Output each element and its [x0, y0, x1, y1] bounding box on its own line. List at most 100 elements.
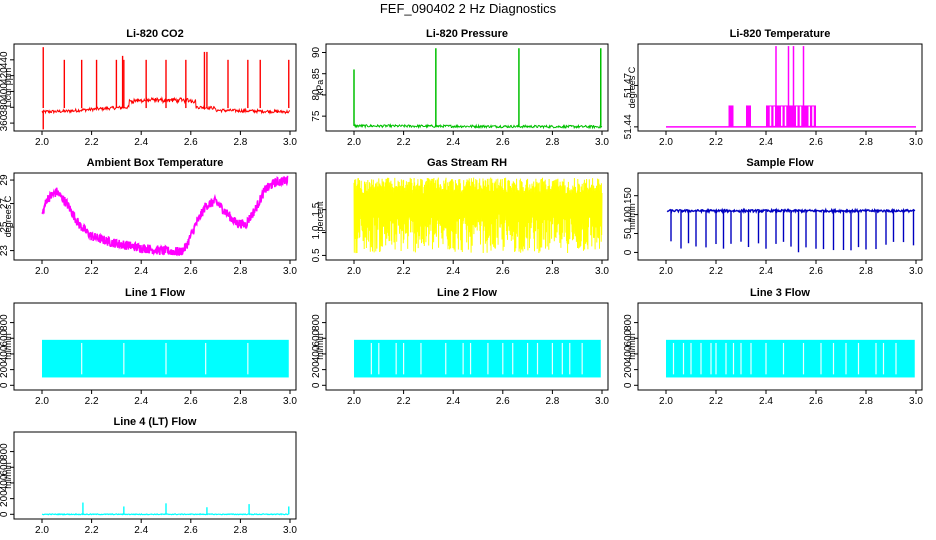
y-tick-label: 80: [311, 89, 322, 101]
x-tick-label: 2.4: [759, 396, 773, 407]
y-tick-label: 0: [623, 249, 634, 255]
x-tick-label: 2.4: [134, 266, 148, 277]
plot-co2: Li-820 CO2 Licor ppm 2.0 2.2 2.4 2.6 2.8 3.0 360…: [0, 28, 297, 148]
plot-frame: [13, 302, 297, 391]
ambient-line: [41, 175, 289, 257]
x-tick-label: 2.4: [134, 396, 148, 407]
x-tick-label: 2.2: [709, 137, 723, 148]
x-tick-label: 2.0: [347, 266, 361, 277]
y-tick-label: 0: [623, 382, 634, 388]
y-tick-label: 400: [311, 345, 322, 362]
y-tick-label: 400: [623, 345, 634, 362]
x-tick-label: 3.0: [283, 266, 297, 277]
y-tick-label: 400: [0, 345, 10, 362]
plot-title: Line 1 Flow: [125, 287, 185, 299]
x-tick-label: 2.4: [446, 266, 460, 277]
y-axis-label: kPa: [315, 80, 325, 96]
y-tick-label: 800: [311, 314, 322, 331]
plot-frame: [637, 172, 923, 261]
temp-gap: [808, 106, 810, 126]
x-tick-label: 2.0: [659, 266, 673, 277]
data-series: [353, 177, 603, 254]
x-tick-label: 3.0: [283, 137, 297, 148]
rh-line: [353, 177, 603, 254]
y-tick-label: 400: [0, 474, 10, 491]
plot-ambient_temp: Ambient Box Temperature degrees C 2.0 2.2 2.…: [0, 157, 297, 277]
y-tick-label: 1.5: [311, 202, 322, 216]
y-tick-label: 23: [0, 245, 10, 257]
temp-gap: [784, 106, 787, 126]
plot-title: Li-820 Temperature: [730, 28, 831, 40]
data-series: [353, 48, 603, 130]
y-axis-label: ml/min: [627, 333, 637, 360]
x-tick-label: 2.8: [859, 266, 873, 277]
y-axis-label: ml/min: [3, 462, 13, 489]
page-title: FEF_090402 2 Hz Diagnostics: [379, 1, 557, 16]
plot-title: Line 2 Flow: [437, 287, 497, 299]
y-tick-label: 0: [0, 382, 10, 388]
plot-line2: Line 2 Flow ml/min 2.0 2.2 2.4 2.6 2.8 3.0 0 2004…: [311, 287, 609, 407]
x-tick-label: 2.4: [446, 396, 460, 407]
plot-line4: Line 4 (LT) Flow ml/min 2.0 2.2 2.4 2.6 2.8 3.0…: [0, 416, 297, 536]
x-tick-label: 2.0: [35, 266, 49, 277]
x-tick-label: 2.8: [545, 266, 559, 277]
x-tick-label: 3.0: [909, 396, 923, 407]
x-tick-label: 3.0: [909, 137, 923, 148]
y-tick-label: 400: [0, 83, 10, 100]
plot-frame: [13, 431, 297, 520]
plot-licor_temp: Li-820 Temperature degrees C 2.0 2.2 2.4 2.6 2…: [623, 28, 923, 148]
plot-pressure: Li-820 Pressure kPa 2.0 2.2 2.4 2.6 2.8 3.0 75 80…: [311, 28, 609, 148]
temp-gap: [799, 106, 802, 126]
x-tick-label: 2.4: [134, 137, 148, 148]
y-axis-label: percent: [315, 201, 325, 232]
y-tick-label: 420: [0, 67, 10, 84]
y-tick-label: 51.44: [623, 114, 634, 139]
y-axis-label: ml/min: [3, 333, 13, 360]
y-tick-label: 200: [0, 490, 10, 507]
plot-frame: [13, 172, 297, 261]
temp-gap: [769, 106, 772, 126]
y-tick-label: 600: [0, 458, 10, 475]
temp-block: [746, 105, 751, 127]
flow-band: [354, 339, 601, 378]
x-tick-label: 2.4: [446, 137, 460, 148]
plot-title: Ambient Box Temperature: [87, 157, 224, 169]
x-tick-label: 2.6: [809, 266, 823, 277]
x-tick-label: 2.6: [184, 137, 198, 148]
y-axis-label: Licor ppm: [3, 68, 13, 108]
x-tick-label: 2.6: [809, 137, 823, 148]
y-tick-label: 100: [623, 206, 634, 223]
data-series: [666, 207, 916, 253]
x-tick-label: 2.0: [347, 396, 361, 407]
y-tick-label: 600: [311, 329, 322, 346]
plot-frame: [325, 43, 609, 132]
temp-gap: [796, 106, 798, 126]
x-tick-label: 2.8: [859, 396, 873, 407]
plot-sample_flow: Sample Flow ml/min 2.0 2.2 2.4 2.6 2.8 3.0 0 50 10…: [623, 157, 923, 277]
x-tick-label: 2.6: [184, 396, 198, 407]
x-tick-label: 2.2: [85, 137, 99, 148]
y-tick-label: 85: [311, 68, 322, 80]
x-tick-label: 2.8: [545, 137, 559, 148]
x-tick-label: 2.8: [545, 396, 559, 407]
y-tick-label: 600: [0, 329, 10, 346]
x-tick-label: 2.8: [233, 137, 247, 148]
x-tick-label: 2.6: [496, 396, 510, 407]
plot-frame: [637, 43, 923, 132]
data-series: [42, 339, 289, 378]
x-tick-label: 2.2: [85, 525, 99, 536]
x-tick-label: 3.0: [283, 525, 297, 536]
y-tick-label: 90: [311, 46, 322, 58]
x-tick-label: 3.0: [283, 396, 297, 407]
x-tick-label: 2.2: [397, 396, 411, 407]
y-axis-label: ml/min: [627, 203, 637, 230]
x-tick-label: 2.2: [397, 137, 411, 148]
plot-title: Line 4 (LT) Flow: [114, 416, 197, 428]
flow-line: [666, 207, 916, 215]
y-tick-label: 360: [0, 114, 10, 131]
data-series: [354, 339, 601, 378]
y-axis-label: degrees C: [627, 66, 637, 108]
plot-title: Line 3 Flow: [750, 287, 810, 299]
plot-title: Gas Stream RH: [427, 157, 507, 169]
